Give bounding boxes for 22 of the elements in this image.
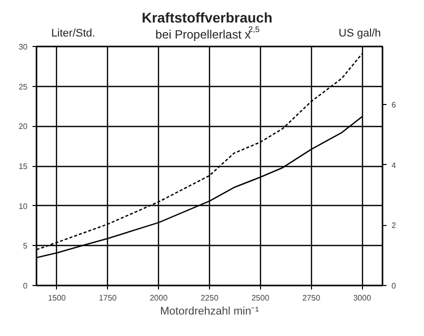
x-tick-label: 1750 (98, 294, 118, 302)
y2-tick-label: 2 (392, 221, 396, 230)
x-tick-label: 2750 (302, 294, 321, 302)
x-tick-label: 2500 (251, 294, 270, 302)
y2-axis-title: US gal/h (338, 28, 381, 40)
x-tick-label: 2250 (200, 294, 219, 302)
y2-tick-label: 6 (392, 100, 396, 110)
y2-tick-label: 0 (392, 282, 396, 290)
y-tick-label: 5 (23, 242, 28, 251)
x-tick-label: 1500 (48, 294, 66, 302)
y-tick-label: 0 (23, 282, 28, 290)
chart-title: Kraftstoffverbrauch (142, 10, 272, 26)
y-tick-label: 25 (18, 82, 28, 92)
y-tick-label: 30 (18, 42, 28, 52)
y2-tick-label: 4 (392, 160, 396, 170)
x-tick-label: 2000 (150, 294, 168, 302)
y-tick-label: 15 (18, 162, 28, 171)
x-axis-title: Motordrehzahl min⁻¹ (160, 306, 260, 318)
y-axis-title: Liter/Std. (51, 28, 96, 40)
y-tick-label: 10 (18, 202, 28, 211)
y-tick-label: 20 (18, 122, 28, 132)
x-tick-label: 3000 (353, 294, 372, 302)
